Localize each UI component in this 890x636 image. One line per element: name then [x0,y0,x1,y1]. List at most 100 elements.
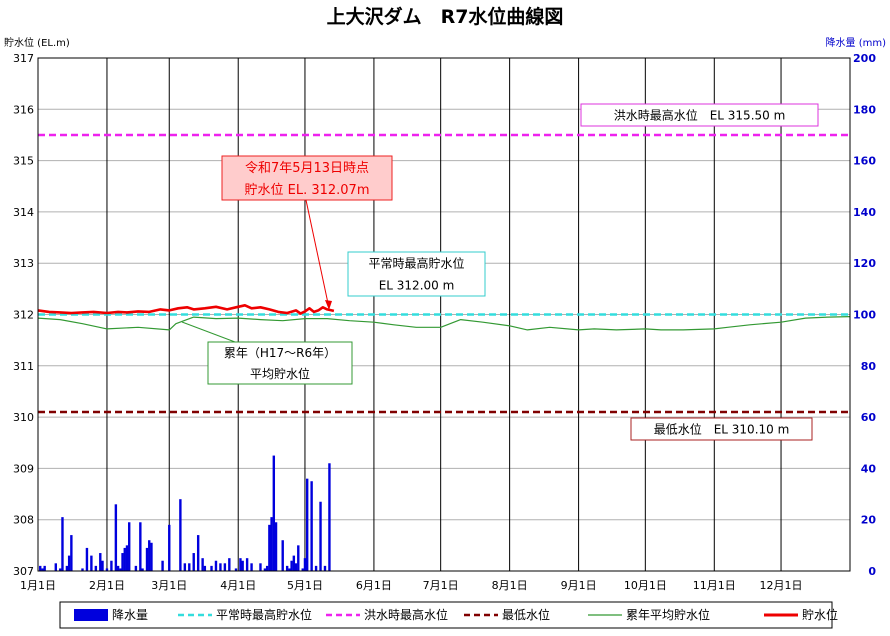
rain-bar [223,563,227,571]
x-tick-label: 1月1日 [20,579,56,592]
rain-bar [81,568,84,571]
x-tick-label: 6月1日 [356,579,392,592]
rain-bar [274,522,278,571]
rain-bar [41,568,44,571]
average-pointer [181,321,236,343]
rain-bar [85,547,89,571]
x-tick-label: 4月1日 [220,579,256,592]
normal-level-label-box [347,251,486,297]
flood-level-label-text: 洪水時最高水位 EL 315.50 m [614,108,786,123]
rain-bar [134,565,138,571]
x-tick-label: 10月1日 [624,579,667,592]
current-level-annotation-text: 令和7年5月13日時点 [245,161,369,176]
y-left-tick-label: 313 [13,257,34,270]
y-left-tick-label: 308 [13,514,34,527]
rain-bar [39,565,42,571]
y-left-tick-label: 316 [13,103,34,116]
water-level-line [37,303,335,315]
x-tick-label: 12月1日 [760,579,803,592]
y-left-label: 貯水位 (EL.m) [4,36,70,49]
rain-bar [288,568,291,571]
x-tick-label: 9月1日 [561,579,597,592]
rain-bar [99,553,102,571]
y-right-label: 降水量 (mm) [826,36,887,49]
y-left-tick-label: 314 [13,206,34,219]
legend-label: 最低水位 [502,607,550,622]
average-level-label-text: 平均貯水位 [250,366,310,381]
y-right-tick-label: 80 [861,360,877,373]
y-right-tick-label: 60 [861,411,877,424]
min-level-label-box [630,417,813,441]
y-right-tick-label: 200 [853,52,876,65]
rain-bar [192,553,195,571]
legend-label: 降水量 [112,608,148,622]
rain-bar [139,522,142,571]
rain-bar [214,560,218,571]
rain-bar [90,555,93,571]
rain-bar [183,563,187,571]
rain-bar [114,504,118,571]
rain-bar [245,558,249,571]
y-right-tick-label: 180 [853,103,876,116]
annotation-pointer [305,199,330,309]
y-right-tick-label: 40 [861,462,877,475]
rain-bar [234,568,238,571]
min-level-label-text: 最低水位 EL 310.10 m [654,422,790,437]
normal-level-label-text: EL 312.00 m [379,279,455,293]
min-level-label: 最低水位 EL 310.10 m [630,417,813,441]
rain-bar [179,499,182,571]
y-right-tick-label: 140 [853,206,876,219]
rain-bar [67,555,71,571]
rain-bar [70,535,73,571]
legend-label: 平常時最高貯水位 [216,607,312,622]
rain-bar [119,568,122,571]
rain-bar [270,517,273,571]
y-right-tick-label: 20 [861,514,877,527]
y-left-tick-label: 310 [13,411,34,424]
rain-bar [268,524,271,571]
legend-label: 貯水位 [802,607,838,622]
x-tick-label: 2月1日 [89,579,125,592]
rain-bar [125,545,129,571]
rain-bar [65,565,69,571]
x-tick-label: 3月1日 [151,579,187,592]
x-tick-label: 8月1日 [492,579,528,592]
x-tick-label: 11月1日 [693,579,736,592]
y-right-tick-label: 0 [868,565,876,578]
chart-title: 上大沢ダム R7水位曲線図 [327,5,564,28]
rain-bar [43,565,46,571]
current-level-annotation-text: 貯水位 EL. 312.07m [244,183,369,198]
flood-level-label-box [580,103,819,127]
rain-bar [297,545,300,571]
rain-bar [121,553,124,571]
rain-bar [239,558,242,571]
y-left-tick-label: 311 [13,360,34,373]
rain-bar [319,501,322,571]
normal-level-label-text: 平常時最高貯水位 [368,256,464,271]
rain-bar [61,517,64,571]
rain-bar [305,478,309,571]
average-level-line [37,316,851,331]
rain-bar [161,560,164,571]
rain-bar [328,463,331,571]
rain-bar [196,535,200,571]
y-left-tick-label: 315 [13,155,34,168]
legend-label: 累年平均貯水位 [626,607,710,622]
rain-bar [301,568,304,571]
rain-bar [294,563,298,571]
rain-bar [263,568,267,571]
rain-bar [110,560,113,571]
rain-bar [150,542,153,571]
flood-level-label: 洪水時最高水位 EL 315.50 m [580,103,819,127]
rain-bar [310,481,313,571]
rain-bar [59,568,62,571]
average-level-label-box [207,341,353,385]
rain-bar [250,563,253,571]
rain-bar [141,568,144,571]
rain-bar [228,558,231,571]
y-right-tick-label: 160 [853,155,876,168]
rain-bar [123,547,126,571]
y-left-tick-label: 317 [13,52,34,65]
